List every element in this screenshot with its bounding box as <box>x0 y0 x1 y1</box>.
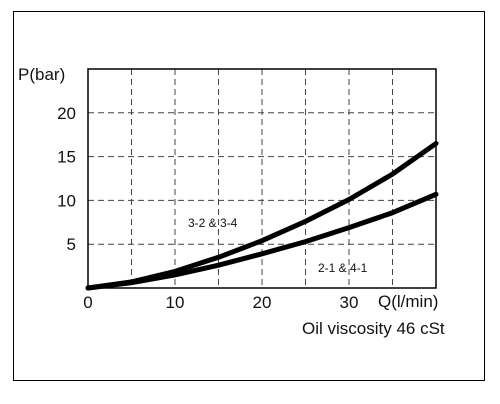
series-lines <box>85 141 439 291</box>
x-tick-label: 30 <box>340 293 359 312</box>
series-line-1 <box>85 191 439 291</box>
x-tick-label: 20 <box>253 293 272 312</box>
series-label-2-1-4-1: 2-1 & 4-1 <box>318 261 368 275</box>
viscosity-note: Oil viscosity 46 cSt <box>302 319 445 338</box>
x-tick-label: 10 <box>166 293 185 312</box>
y-tick-label: 10 <box>57 191 76 210</box>
x-axis-label: Q(l/min) <box>378 292 438 311</box>
y-tick-label: 15 <box>57 148 76 167</box>
tick-labels: 0 10 20 30 5 10 15 20 <box>57 104 358 312</box>
plot-border <box>87 68 437 289</box>
y-tick-label: 20 <box>57 104 76 123</box>
x-tick-label: 0 <box>83 293 92 312</box>
chart-frame <box>13 11 485 381</box>
y-tick-label: 5 <box>67 235 76 254</box>
y-axis-label: P(bar) <box>18 65 65 84</box>
series-label-3-2-3-4: 3-2 & 3-4 <box>188 216 238 230</box>
